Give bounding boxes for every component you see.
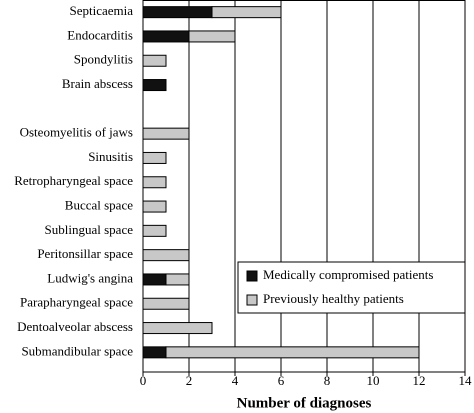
bar-segment xyxy=(142,127,190,140)
bar-segment xyxy=(188,30,236,43)
bar-segment xyxy=(165,346,420,359)
x-tick-label: 0 xyxy=(140,373,147,388)
y-tick-label: Spondylitis xyxy=(74,52,133,67)
bar-segment xyxy=(142,54,167,67)
y-tick-label: Septicaemia xyxy=(69,3,133,18)
bar-segment xyxy=(142,6,213,19)
y-tick-label: Osteomyelitis of jaws xyxy=(20,125,133,140)
y-tick-label: Ludwig's angina xyxy=(47,270,133,285)
bar-segment xyxy=(142,273,167,286)
bar-segment xyxy=(142,322,213,335)
bar-segment xyxy=(165,273,190,286)
bar-segment xyxy=(142,151,167,164)
x-tick-label: 12 xyxy=(413,373,426,388)
bar-segment xyxy=(142,200,167,213)
x-axis-title: Number of diagnoses xyxy=(237,395,372,411)
x-tick-label: 2 xyxy=(186,373,193,388)
bar-segment xyxy=(142,224,167,237)
y-tick-label: Submandibular space xyxy=(21,343,133,358)
x-tick-label: 4 xyxy=(232,373,239,388)
y-tick-label: Endocarditis xyxy=(67,27,133,42)
bar-segment xyxy=(142,297,190,310)
x-tick-label: 8 xyxy=(324,373,331,388)
bar-segment xyxy=(142,346,167,359)
legend-swatch xyxy=(246,294,258,306)
bar-segment xyxy=(211,6,282,19)
legend-swatch xyxy=(246,270,258,282)
y-tick-label: Sinusitis xyxy=(88,149,133,164)
y-tick-label: Retropharyngeal space xyxy=(14,173,133,188)
bar-segment xyxy=(142,249,190,262)
x-tick-label: 10 xyxy=(367,373,380,388)
x-tick-label: 6 xyxy=(278,373,285,388)
x-tick-label: 14 xyxy=(459,373,473,388)
legend-label: Previously healthy patients xyxy=(263,291,404,306)
plot-frame xyxy=(142,0,466,373)
bar-segment xyxy=(142,30,190,43)
bar-segment xyxy=(142,79,167,92)
legend-box xyxy=(237,261,466,314)
legend-label: Medically compromised patients xyxy=(263,267,433,282)
y-tick-label: Peritonsillar space xyxy=(37,246,133,261)
bar-segment xyxy=(142,176,167,189)
y-tick-label: Buccal space xyxy=(65,198,133,213)
y-tick-label: Dentoalveolar abscess xyxy=(17,319,133,334)
y-tick-label: Parapharyngeal space xyxy=(20,295,133,310)
y-tick-label: Brain abscess xyxy=(62,76,133,91)
y-tick-label: Sublingual space xyxy=(45,222,134,237)
